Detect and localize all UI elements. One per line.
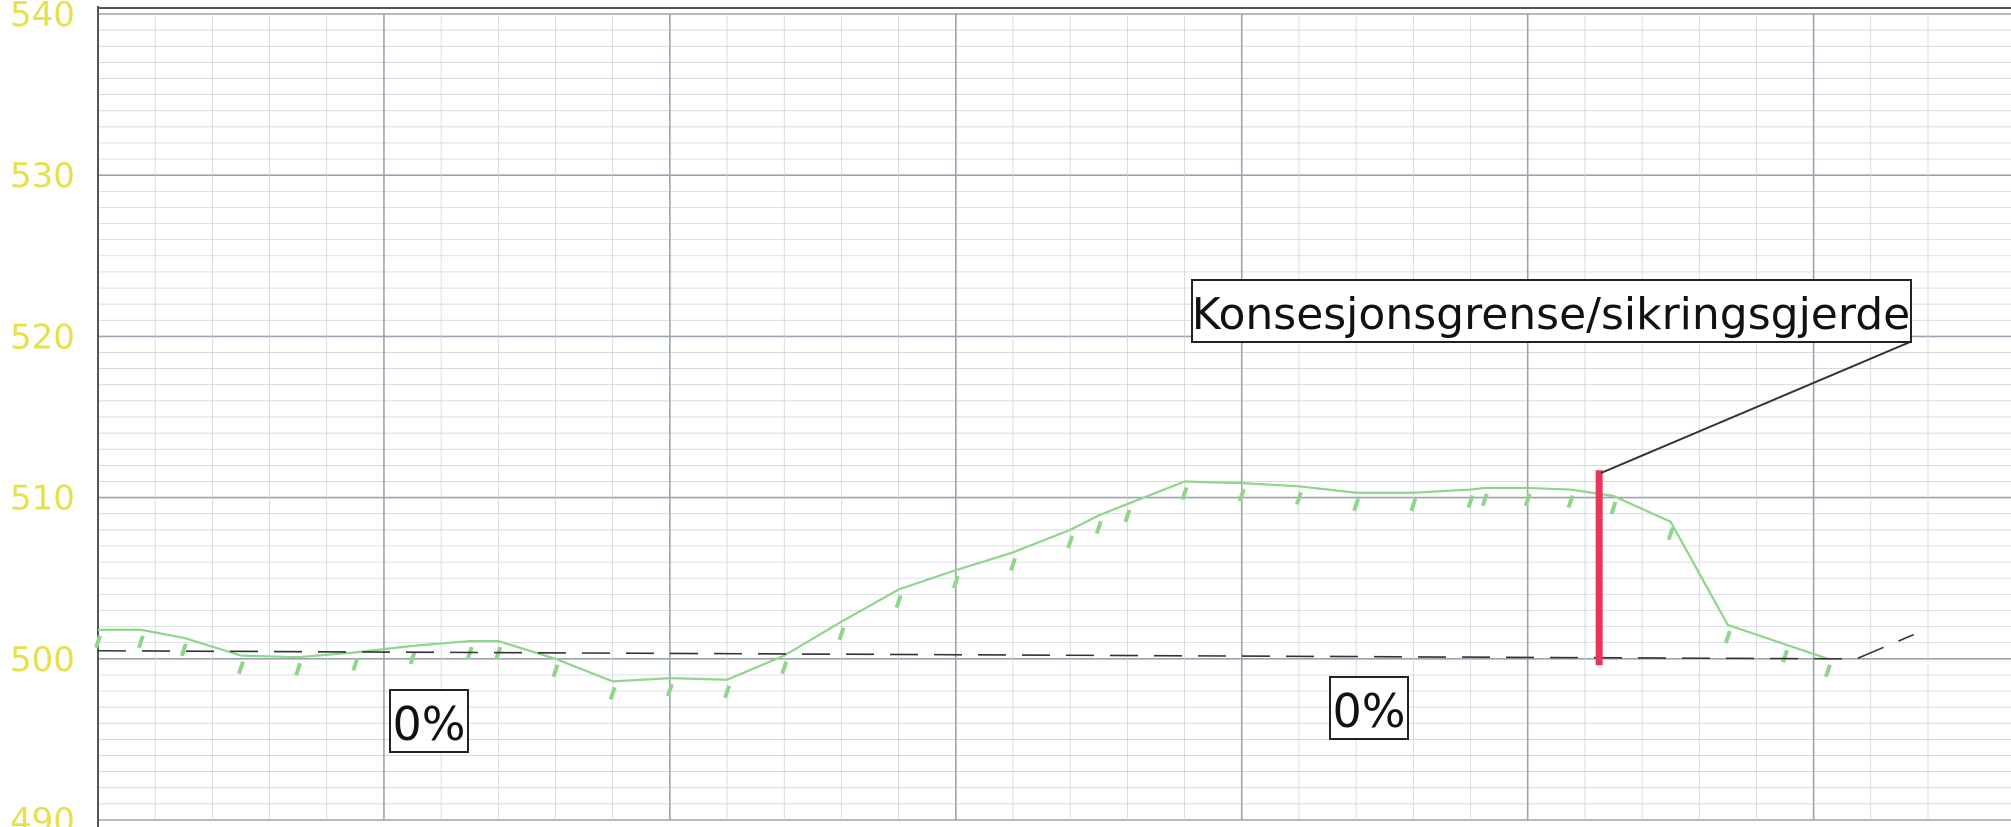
- terrain-hatch: [1009, 557, 1017, 572]
- terrain-hatch: [780, 660, 789, 675]
- terrain-line: [98, 480, 1829, 683]
- y-tick-label: 490: [10, 801, 75, 827]
- grade-label-left: 0%: [393, 697, 466, 751]
- y-tick-label: 510: [10, 479, 75, 519]
- y-tick-label: 530: [10, 156, 75, 196]
- terrain-hatch: [1466, 494, 1475, 509]
- grade-label-left-box: 0%: [389, 689, 469, 753]
- y-tick-label: 520: [10, 317, 75, 357]
- y-tick-label: 540: [10, 0, 75, 35]
- terrain-hatch: [1781, 649, 1789, 663]
- terrain-hatch: [1123, 509, 1132, 523]
- terrain-hatch: [1666, 527, 1675, 541]
- terrain-hatch: [408, 651, 417, 665]
- callout-leader-line: [1600, 341, 1911, 474]
- design-line: [97, 633, 1915, 660]
- terrain-hatch: [551, 664, 560, 678]
- terrain-hatch: [351, 657, 360, 671]
- callout-box: Konsesjonsgrense/sikringsgjerde: [1191, 279, 1912, 474]
- grade-label-right-box: 0%: [1329, 676, 1409, 740]
- terrain-hatch: [1352, 498, 1361, 512]
- terrain-hatch: [1824, 664, 1832, 678]
- terrain-hatch: [1180, 486, 1189, 501]
- terrain-hatch: [665, 683, 674, 697]
- series-group: [94, 480, 1915, 701]
- terrain-hatch: [1295, 491, 1303, 505]
- terrain-hatch: [237, 660, 245, 675]
- terrain-hatch: [1723, 630, 1732, 644]
- terrain-hatch: [136, 635, 145, 649]
- terrain-hatch: [94, 635, 102, 649]
- terrain-hatch: [179, 643, 188, 657]
- grade-label-right: 0%: [1333, 684, 1406, 738]
- terrain-hatch: [1066, 535, 1075, 549]
- terrain-hatch: [837, 627, 846, 641]
- terrain-hatch: [951, 575, 960, 589]
- terrain-hatch: [1094, 520, 1103, 534]
- y-axis-ticks: 490 500 510 520 530 540: [10, 0, 75, 827]
- y-tick-label: 500: [10, 640, 75, 680]
- terrain-hatch: [608, 686, 617, 701]
- terrain-hatch: [294, 662, 303, 676]
- terrain-hatch: [1480, 493, 1489, 507]
- terrain-hatch: [1409, 498, 1418, 512]
- terrain-hatch: [894, 594, 903, 609]
- grid: [97, 6, 2011, 827]
- terrain-hatch: [1566, 494, 1575, 509]
- callout-text: Konsesjonsgrense/sikringsgjerde: [1192, 289, 1910, 340]
- terrain-hatch: [1523, 493, 1532, 507]
- terrain-hatch: [723, 685, 731, 699]
- terrain-hatch: [1237, 488, 1246, 502]
- terrain-hatch: [1609, 501, 1618, 515]
